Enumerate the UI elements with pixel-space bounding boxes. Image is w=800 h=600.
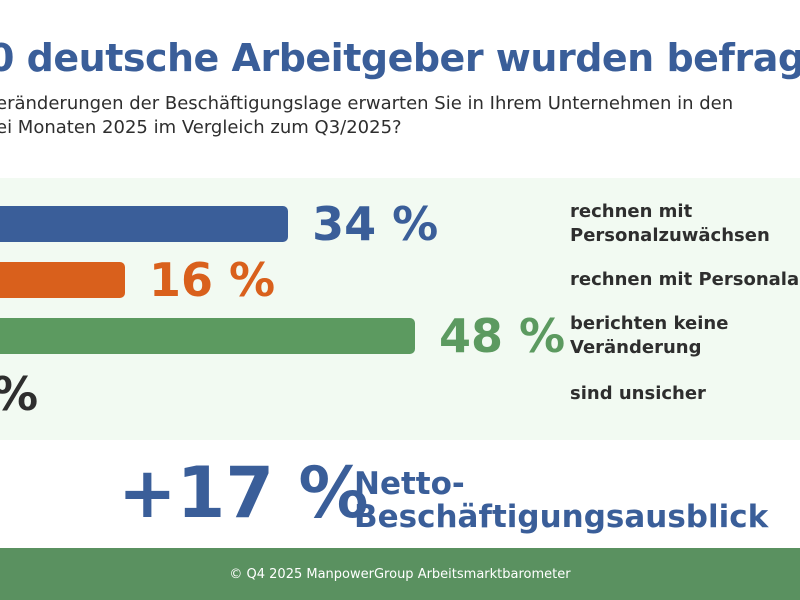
bar-decline (0, 262, 125, 298)
category-label-growth: rechnen mit Personalzuwächsen (570, 201, 770, 246)
subtitle-line-1: eränderungen der Beschäftigungslage erwa… (0, 93, 734, 114)
chart-title: 0 deutsche Arbeitgeber wurden befrag (0, 36, 800, 80)
net-outlook-label-line-2: Beschäftigungsausblick (354, 499, 769, 535)
bar-growth (0, 206, 289, 242)
net-outlook-label-line-1: Netto- (354, 466, 465, 502)
footer-credit: © Q4 2025 ManpowerGroup Arbeitsmarktbaro… (0, 548, 800, 600)
value-label-unsure: % (0, 371, 38, 417)
subtitle-line-2: ei Monaten 2025 im Vergleich zum Q3/2025… (0, 117, 402, 138)
category-label-no-change: berichten keine Veränderung (570, 313, 729, 358)
value-label-decline: 16 % (149, 253, 276, 307)
category-label-unsure: sind unsicher (570, 383, 706, 404)
chart-subtitle: eränderungen der Beschäftigungslage erwa… (0, 92, 733, 140)
category-label-decline: rechnen mit Personalabb (570, 269, 800, 290)
bar-no-change (0, 318, 415, 354)
value-label-no-change: 48 % (439, 309, 566, 363)
value-label-growth: 34 % (312, 197, 439, 251)
net-outlook-value: +17 % (118, 452, 369, 534)
net-outlook-label: Netto- Beschäftigungsausblick (354, 468, 768, 534)
